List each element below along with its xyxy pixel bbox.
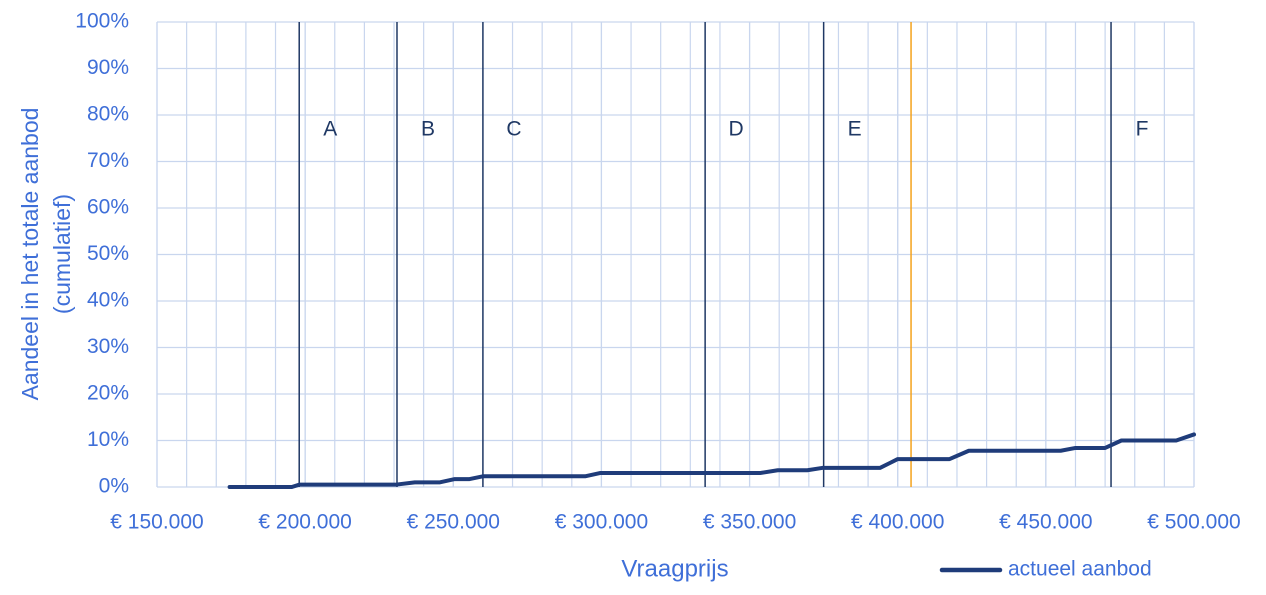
y-axis-title: Aandeel in het totale aanbod bbox=[17, 108, 43, 401]
y-tick-label: 80% bbox=[87, 103, 129, 126]
data-line bbox=[227, 432, 1196, 489]
x-tick-label: € 250.000 bbox=[407, 511, 500, 534]
reference-label: A bbox=[323, 118, 337, 141]
x-tick-label: € 200.000 bbox=[258, 511, 351, 534]
x-axis-title: Vraagprijs bbox=[621, 555, 728, 582]
y-tick-label: 0% bbox=[99, 475, 129, 498]
y-tick-label: 20% bbox=[87, 382, 129, 405]
y-axis-title: (cumulatief) bbox=[49, 194, 75, 314]
y-tick-label: 60% bbox=[87, 196, 129, 219]
x-tick-label: € 150.000 bbox=[110, 511, 203, 534]
reference-label: B bbox=[421, 118, 435, 141]
y-tick-label: 70% bbox=[87, 149, 129, 172]
x-tick-label: € 300.000 bbox=[555, 511, 648, 534]
reference-label: E bbox=[848, 118, 862, 141]
y-tick-label: 90% bbox=[87, 56, 129, 79]
y-tick-label: 10% bbox=[87, 428, 129, 451]
reference-label: F bbox=[1136, 118, 1149, 141]
y-tick-label: 30% bbox=[87, 335, 129, 358]
x-tick-label: € 450.000 bbox=[999, 511, 1092, 534]
y-tick-label: 100% bbox=[75, 10, 129, 33]
legend-label: actueel aanbod bbox=[1008, 558, 1152, 581]
x-tick-label: € 500.000 bbox=[1147, 511, 1240, 534]
x-tick-label: € 400.000 bbox=[851, 511, 944, 534]
y-tick-label: 40% bbox=[87, 289, 129, 312]
y-tick-label: 50% bbox=[87, 242, 129, 265]
reference-label: D bbox=[729, 118, 744, 141]
x-tick-label: € 350.000 bbox=[703, 511, 796, 534]
reference-label: C bbox=[506, 118, 521, 141]
